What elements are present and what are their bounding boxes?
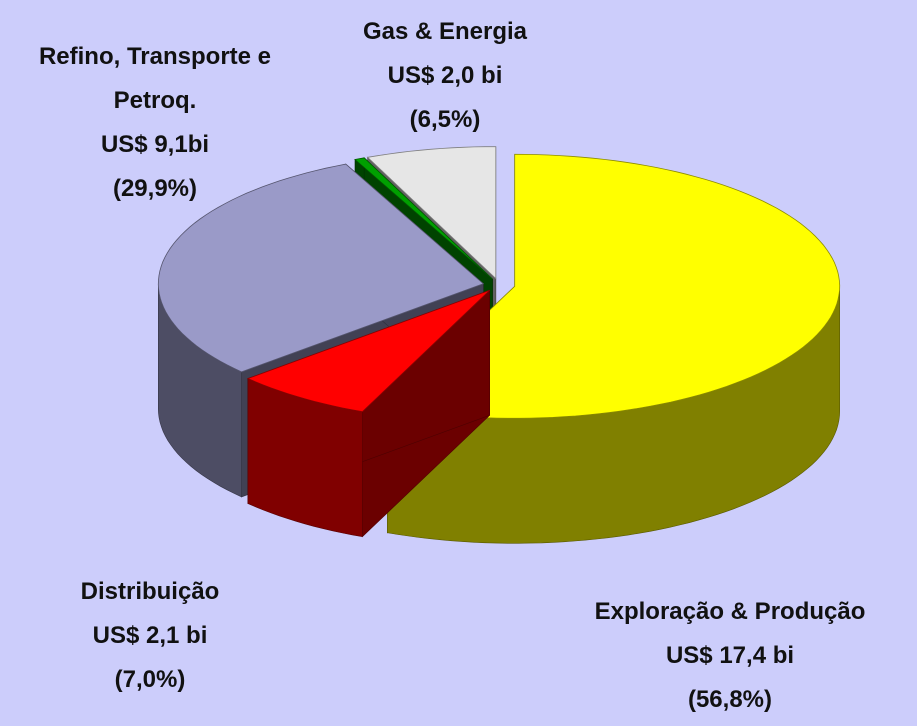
category-label: Distribuição (80, 578, 220, 605)
value-label: (56,8%) (687, 686, 773, 713)
slice (386, 153, 841, 419)
category-label: Exploração & Produção (594, 598, 866, 625)
value-label: (6,5%) (409, 106, 481, 133)
amount-label: US$ 2,0 bi (387, 62, 503, 89)
value-label: (29,9%) (112, 175, 198, 202)
category-label: Gas & Energia (362, 18, 528, 45)
slice-label: Gas & Energia US$ 2,0 bi (6,5%) (315, 10, 575, 142)
slice-label: Refino, Transporte e Petroq. US$ 9,1bi (29… (35, 35, 275, 211)
category-label: Refino, Transporte e Petroq. (38, 43, 272, 114)
slice-label: Exploração & Produção US$ 17,4 bi (56,8%) (540, 590, 917, 722)
slice-label: Distribuição US$ 2,1 bi (7,0%) (20, 570, 280, 702)
amount-label: US$ 9,1bi (100, 131, 210, 158)
slice (366, 146, 497, 280)
slice (354, 157, 493, 280)
slice (246, 289, 490, 413)
slice (157, 163, 485, 373)
amount-label: US$ 2,1 bi (92, 622, 208, 649)
value-label: (7,0%) (114, 666, 186, 693)
amount-label: US$ 17,4 bi (665, 642, 795, 669)
